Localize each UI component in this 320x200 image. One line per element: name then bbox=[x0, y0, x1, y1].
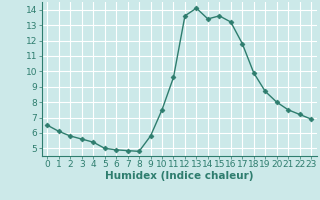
X-axis label: Humidex (Indice chaleur): Humidex (Indice chaleur) bbox=[105, 171, 253, 181]
